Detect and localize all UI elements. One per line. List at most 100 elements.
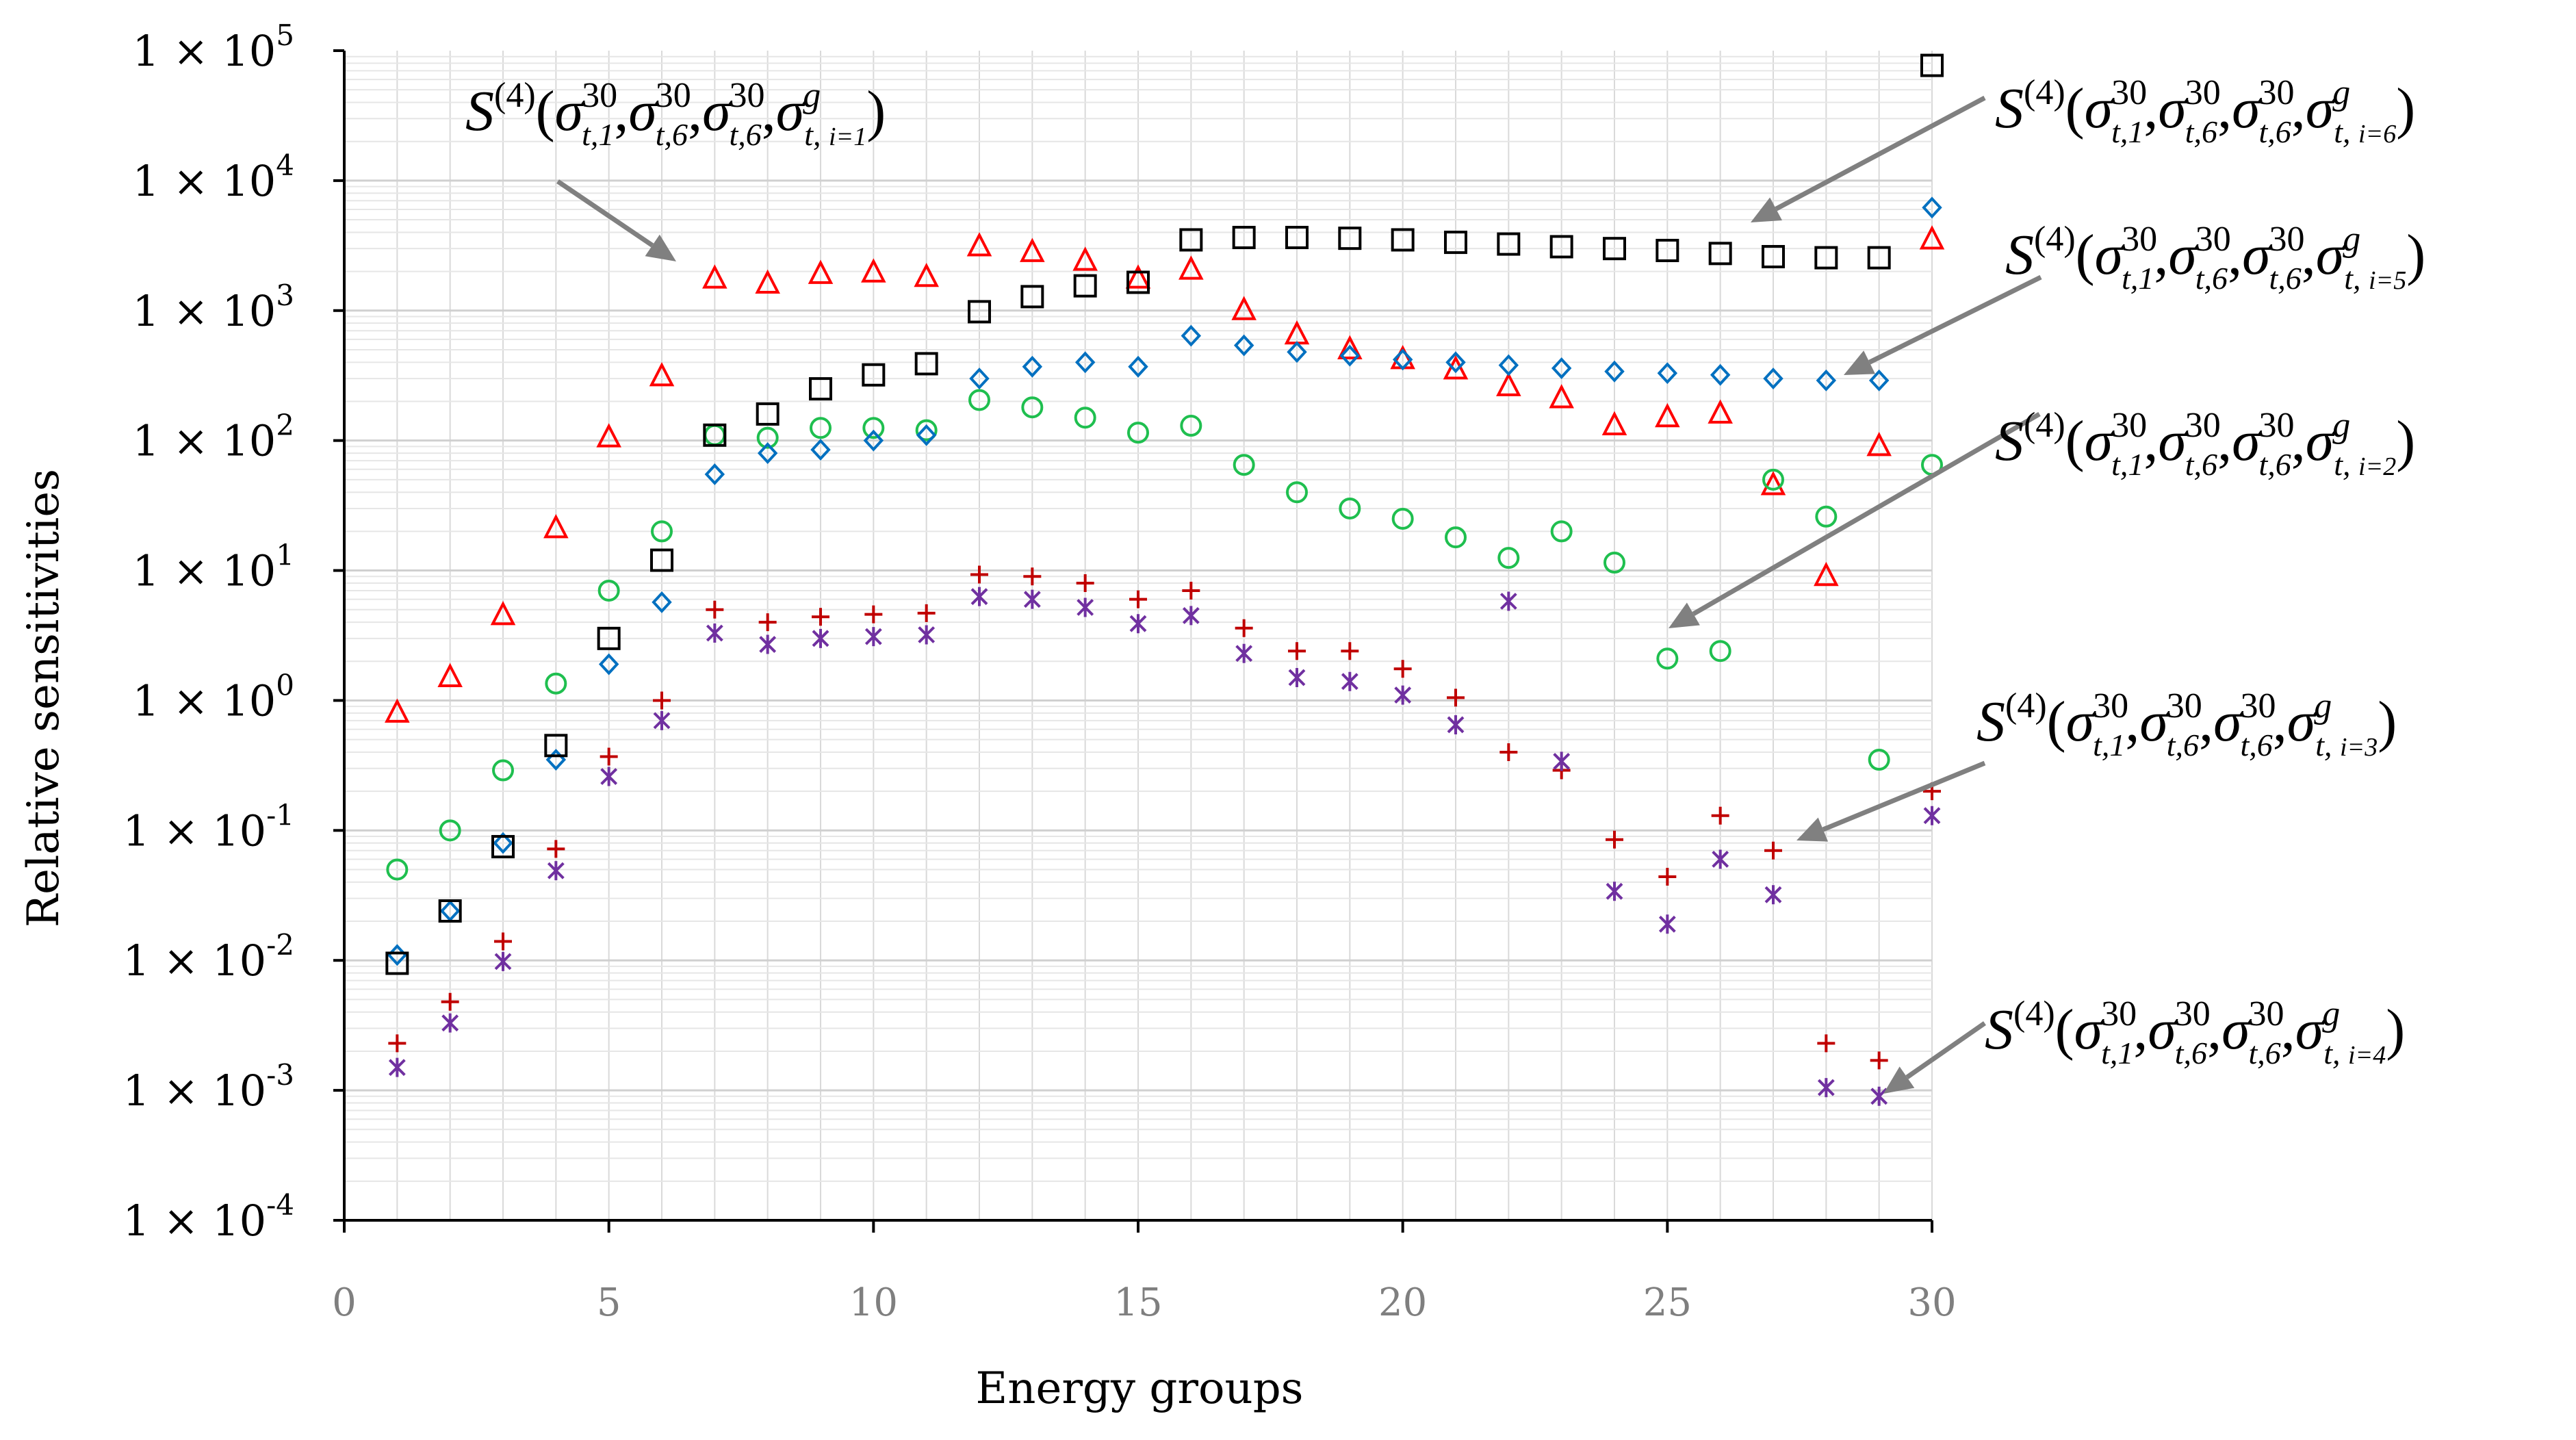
annotation-arrow-shaft [556,179,654,248]
point-diamond [1763,368,1783,390]
point-diamond [863,429,884,452]
point-square [491,835,515,859]
point-plus [758,613,777,632]
annotation-i=2: S(4)(σ30 t,1,σ30 t,6,σ30 t,6,σg t, i=2) [1995,406,2415,482]
annotation-i=6: S(4)(σ30 t,1,σ30 t,6,σ30 t,6,σg t, i=6) [1995,73,2415,149]
point-plus [917,604,936,622]
point-circle [1127,422,1149,444]
point-circle [439,819,461,842]
point-triangle [385,698,410,723]
point-square [544,734,568,758]
point-plus [1711,806,1729,825]
point-plus [600,747,618,766]
y-tick-label: 1 × 102 [133,409,294,466]
point-triangle [1866,432,1892,457]
point-diamond [1233,334,1254,357]
point-star [1764,885,1782,905]
point-square [968,300,991,324]
point-triangle [966,232,992,257]
point-star [706,623,723,643]
point-plus [494,932,512,951]
annotation-arrow-shaft [1868,274,2042,365]
point-square [1179,228,1203,252]
point-triangle [755,269,780,294]
point-diamond [652,591,672,613]
point-star [1499,591,1517,611]
point-plus [441,992,459,1011]
point-square [1762,244,1785,268]
point-star [812,628,829,648]
point-diamond [1657,362,1678,385]
annotation-arrows [556,95,2042,1094]
annotation-arrow-head [1844,350,1876,375]
x-tick-label: 30 [1907,1281,1956,1325]
point-circle [1286,481,1308,504]
point-diamond [1498,354,1519,376]
point-square [1020,285,1044,309]
point-star [1023,589,1041,609]
data-marks [385,53,1945,1106]
point-plus [547,840,565,858]
point-square [597,626,621,650]
point-diamond [1181,324,1202,347]
point-triangle [543,514,569,539]
point-triangle [596,423,621,448]
x-tick-label: 25 [1643,1281,1692,1325]
x-tick-label: 5 [597,1281,621,1325]
point-star [1447,715,1465,734]
point-star [864,627,882,647]
point-triangle [1496,372,1521,396]
point-plus [1447,689,1465,707]
point-diamond [1022,355,1043,378]
x-axis-label: Energy groups [976,1363,1304,1414]
point-circle [1656,647,1679,670]
point-square [1232,226,1256,250]
point-triangle [914,262,939,287]
point-plus [812,608,829,626]
point-triangle [1020,237,1045,262]
point-triangle [702,264,727,289]
point-star [759,634,777,654]
point-circle [1074,407,1096,429]
y-tick-label: 1 × 10-1 [123,798,294,856]
y-tick-label: 1 × 100 [133,668,294,725]
point-star [547,861,565,881]
point-plus [1341,642,1359,660]
y-tick-label: 1 × 104 [133,149,294,206]
point-triangle [808,259,834,284]
annotation-i=1: S(4)(σ30 t,1,σ30 t,6,σ30 t,6,σg t, i=1) [465,76,886,152]
point-square [1497,232,1521,256]
point-plus [1182,581,1200,600]
annotation-i=4: S(4)(σ30 t,1,σ30 t,6,σ30 t,6,σg t, i=4) [1985,994,2405,1070]
annotation-arrow-shaft [1775,95,1986,211]
point-square [1867,246,1891,270]
point-diamond [1287,341,1307,363]
point-triangle [1549,384,1574,409]
point-diamond [916,424,937,446]
point-diamond [1922,196,1942,219]
point-circle [1180,415,1202,437]
point-plus [1393,660,1412,678]
y-tick-label: 1 × 101 [133,539,294,596]
point-plus [1499,743,1518,762]
point-square [1338,227,1362,250]
point-star [1606,882,1623,901]
point-circle [386,858,409,881]
point-triangle [1072,246,1098,271]
point-triangle [1760,471,1786,496]
point-diamond [1816,369,1837,391]
point-square [1708,242,1732,266]
point-star [1712,849,1729,869]
point-circle [756,426,779,449]
point-triangle [437,663,463,688]
point-circle [545,672,567,695]
point-square [862,363,886,387]
point-square [385,951,409,975]
point-triangle [1655,402,1680,428]
point-star [494,951,512,971]
point-star [1341,671,1358,691]
